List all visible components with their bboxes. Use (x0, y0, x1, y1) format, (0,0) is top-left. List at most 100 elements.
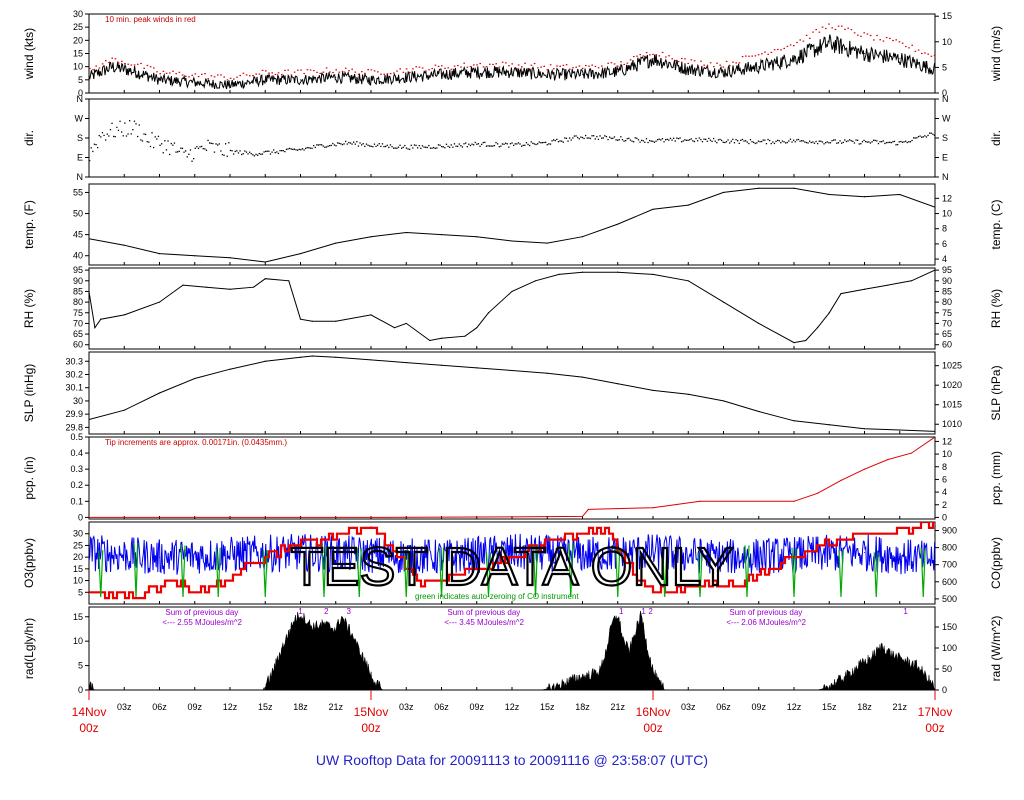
direction-point (820, 140, 822, 142)
peak-wind-dot (722, 66, 725, 68)
y-right-tick-label: 90 (942, 276, 952, 286)
direction-point (841, 142, 843, 144)
direction-point (225, 143, 227, 145)
direction-point (925, 136, 928, 138)
peak-wind-dot (719, 64, 721, 66)
data-point (253, 561, 254, 563)
direction-point (450, 144, 452, 146)
direction-point (375, 145, 377, 148)
direction-point (660, 139, 662, 141)
direction-point (717, 139, 720, 141)
data-point (911, 528, 912, 530)
direction-point (677, 137, 680, 140)
data-point (511, 369, 513, 372)
direction-point (213, 151, 216, 153)
x-hour-label: 06z (716, 702, 731, 712)
direction-point (311, 147, 313, 150)
co-zeroing-spike (403, 550, 409, 597)
data-point (546, 372, 548, 374)
direction-point (172, 144, 174, 146)
direction-point (727, 139, 729, 141)
direction-point (111, 122, 113, 125)
direction-point (500, 145, 502, 147)
direction-point (242, 153, 244, 155)
direction-point (162, 152, 164, 154)
direction-point (834, 139, 836, 141)
direction-point (287, 148, 289, 150)
data-point (828, 312, 830, 314)
direction-point (394, 147, 396, 149)
direction-point (193, 158, 195, 160)
direction-point (583, 137, 585, 140)
peak-wind-dot (911, 44, 913, 46)
data-point (910, 452, 913, 454)
direction-point (90, 147, 92, 149)
peak-wind-dot (149, 66, 152, 68)
direction-point (897, 143, 899, 146)
peak-wind-dot (143, 67, 145, 69)
direction-point (165, 149, 168, 151)
peak-wind-dot (431, 67, 433, 70)
peak-wind-dot (610, 62, 613, 64)
data-point (89, 516, 90, 518)
direction-point (485, 145, 488, 147)
direction-point (692, 140, 694, 142)
peak-wind-dot (389, 72, 392, 75)
peak-wind-dot (553, 68, 555, 70)
direction-point (572, 137, 574, 139)
y-axis-label: wind (kts) (22, 28, 36, 80)
y-right-tick-label: 60 (942, 340, 952, 350)
peak-wind-dot (479, 62, 481, 65)
direction-point (609, 136, 611, 138)
peak-wind-dot (463, 62, 465, 64)
direction-point (741, 138, 744, 141)
direction-point (354, 143, 356, 145)
radiation-sum-note: Sum of previous day (447, 608, 520, 617)
panel-slp: 29.8 29.9 30 30.1 30.2 30.3 1010 1015 1020 1025 SL… (22, 351, 1003, 435)
direction-point (202, 148, 204, 150)
data-point (910, 280, 913, 282)
direction-point (577, 136, 579, 139)
direction-point (668, 139, 670, 141)
direction-point (713, 137, 715, 140)
direction-point (740, 139, 742, 141)
direction-point (317, 144, 320, 146)
peak-wind-dot (620, 61, 622, 63)
peak-wind-dot (341, 70, 344, 73)
data-point (323, 537, 325, 539)
data-point (335, 76, 337, 78)
data-point (587, 508, 589, 510)
x-hour-label: 15z (540, 702, 555, 712)
peak-wind-dot (137, 63, 139, 65)
peak-wind-dot (428, 69, 430, 71)
direction-point (105, 139, 107, 141)
y-right-tick-label: 1020 (942, 380, 962, 390)
direction-point (389, 144, 392, 146)
direction-point (829, 142, 832, 144)
data-point (405, 322, 407, 325)
y-tick-label: W (75, 114, 84, 124)
peak-wind-dot (924, 52, 926, 54)
peak-wind-dot (866, 33, 869, 35)
peak-wind-dot (530, 64, 533, 66)
peak-wind-dot (828, 23, 830, 25)
direction-point (521, 145, 523, 147)
data-point (687, 280, 689, 282)
data-point (863, 468, 866, 470)
direction-point (221, 153, 224, 156)
peak-wind-dot (613, 63, 616, 65)
direction-point (617, 139, 619, 141)
direction-point (385, 145, 387, 148)
peak-wind-dot (889, 37, 891, 40)
data-point (617, 383, 619, 385)
data-point (546, 74, 548, 76)
series-line (89, 533, 935, 575)
direction-point (442, 146, 444, 148)
direction-point (345, 140, 347, 143)
peak-wind-dot (338, 71, 341, 73)
direction-point (610, 137, 612, 140)
y-right-tick-label: 70 (942, 318, 952, 328)
data-point (335, 242, 337, 244)
direction-point (748, 142, 750, 145)
direction-point (313, 144, 315, 147)
